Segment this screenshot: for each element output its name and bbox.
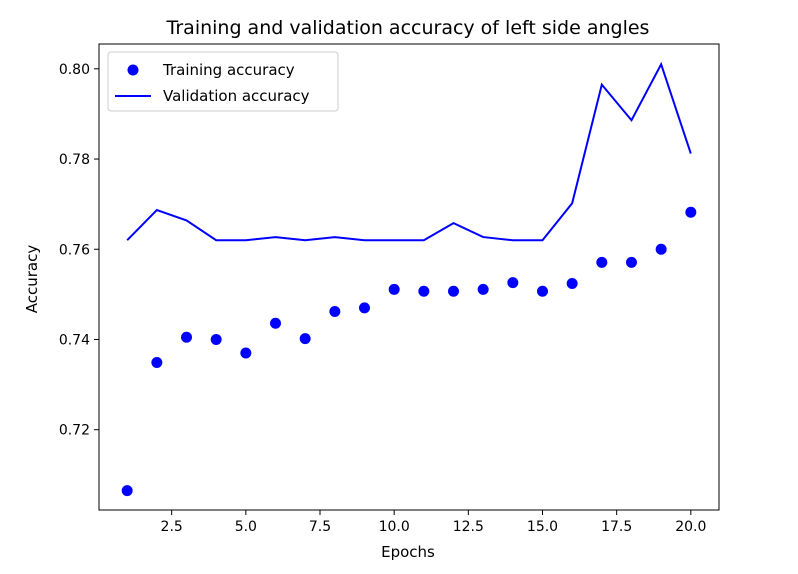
training-accuracy-point	[448, 285, 459, 297]
x-tick-label: 12.5	[453, 519, 484, 535]
x-tick-label: 15.0	[527, 519, 558, 535]
legend-marker-training	[127, 64, 139, 76]
training-accuracy-point	[566, 278, 578, 290]
legend-box	[107, 51, 339, 112]
x-tick-label: 20.0	[675, 519, 706, 535]
training-accuracy-point	[596, 256, 608, 268]
x-tick-label: 2.5	[161, 519, 183, 535]
training-accuracy-point	[536, 285, 548, 297]
training-accuracy-point	[655, 243, 667, 255]
training-accuracy-point	[685, 206, 697, 218]
y-tick-label: 0.78	[59, 152, 90, 168]
x-axis-label: Epochs	[381, 543, 435, 561]
y-axis: 0.72 0.74 0.76 0.78 0.80	[59, 62, 99, 439]
training-accuracy-point	[625, 256, 637, 268]
y-axis-label: Accuracy	[23, 245, 41, 314]
y-tick-label: 0.76	[59, 242, 90, 258]
series-layer	[121, 61, 697, 497]
legend-label-training: Training accuracy	[162, 61, 295, 79]
x-tick-label: 7.5	[309, 519, 331, 535]
legend: Training accuracy Validation accuracy	[107, 51, 339, 112]
validation-accuracy-line	[126, 61, 692, 242]
plot-frame	[98, 43, 720, 511]
training-accuracy-point	[151, 356, 163, 368]
x-axis: 2.5 5.0 7.5 10.0 12.5 15.0 17.5 20.0	[161, 510, 706, 535]
training-accuracy-point	[388, 283, 400, 295]
training-accuracy-point	[359, 302, 370, 314]
training-accuracy-point	[240, 347, 252, 359]
x-tick-label: 17.5	[601, 519, 632, 535]
training-accuracy-point	[329, 306, 341, 318]
training-accuracy-point	[477, 283, 489, 295]
chart-title: Training and validation accuracy of left…	[166, 17, 650, 39]
y-tick-label: 0.72	[59, 423, 90, 439]
y-tick-label: 0.80	[59, 62, 90, 78]
y-tick-label: 0.74	[59, 332, 90, 348]
x-tick-label: 10.0	[379, 519, 410, 535]
training-accuracy-point	[299, 333, 311, 345]
training-accuracy-point	[210, 333, 222, 345]
legend-label-validation: Validation accuracy	[163, 87, 310, 105]
training-accuracy-point	[181, 331, 193, 343]
training-accuracy-point	[270, 317, 282, 329]
training-accuracy-point	[418, 285, 430, 297]
x-tick-label: 5.0	[235, 519, 257, 535]
training-accuracy-point	[121, 485, 133, 497]
training-accuracy-point	[507, 277, 519, 289]
